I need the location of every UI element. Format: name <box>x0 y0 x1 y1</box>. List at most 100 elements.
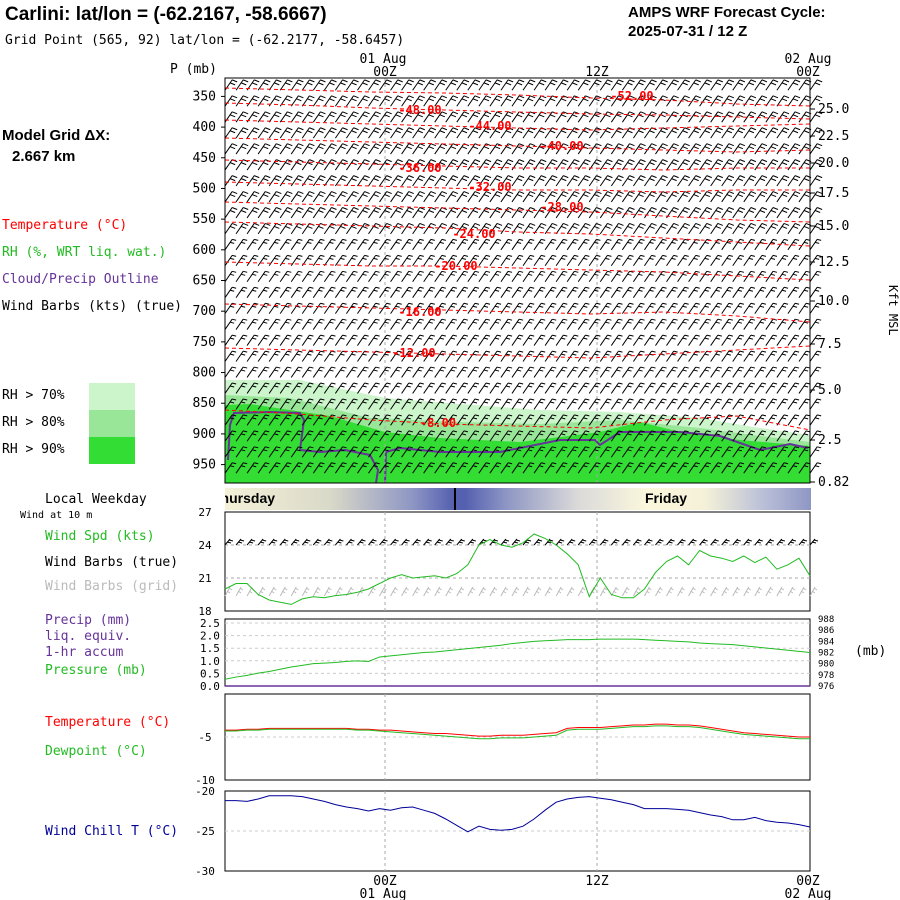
wind-barb <box>323 79 337 91</box>
wind-barb <box>290 159 304 171</box>
wind-barb <box>710 302 722 314</box>
wind-barb <box>743 414 756 426</box>
wind-barb <box>743 270 756 283</box>
wind-barb <box>765 350 778 362</box>
wind-barb <box>522 334 535 346</box>
wind-barb <box>423 350 435 362</box>
wind-barb <box>699 398 711 410</box>
wind-barb <box>323 366 336 378</box>
wind-barb <box>290 446 303 458</box>
wind-barb <box>268 350 281 362</box>
wind-barb <box>467 398 480 410</box>
wind-barb <box>346 254 358 267</box>
wind-barb <box>544 430 557 442</box>
wind-barb <box>357 222 370 235</box>
wind-barb <box>599 286 612 298</box>
wind-barb <box>765 111 779 123</box>
wind-barb <box>257 222 271 235</box>
wind-barb <box>334 127 348 139</box>
wind-barb <box>544 159 558 171</box>
wind-barb <box>743 127 757 139</box>
wind-barb <box>754 127 768 139</box>
wind-barb <box>710 159 723 171</box>
wind-barb <box>445 143 459 155</box>
wind-barb <box>279 382 292 394</box>
wind-barb <box>500 159 514 171</box>
wind-barb <box>423 446 435 458</box>
wind-barb <box>500 238 513 251</box>
wind-barb <box>721 414 733 426</box>
wind-barb <box>312 238 325 251</box>
wind-barb <box>577 334 590 346</box>
pressure-tick-label: 450 <box>193 151 216 166</box>
wind-barb <box>677 446 689 458</box>
wind-barb <box>732 366 745 378</box>
pressure-tick-label: 350 <box>193 89 216 104</box>
wind-barb <box>655 238 667 251</box>
wind-barb <box>644 318 656 330</box>
wind-barb <box>478 414 491 426</box>
wind-barb <box>323 538 333 546</box>
precip-tick-label: 0.0 <box>200 680 220 693</box>
wind-barb <box>666 430 678 442</box>
wind-barb <box>423 175 437 187</box>
wind-barb <box>754 254 767 267</box>
wind-barb <box>301 318 314 330</box>
wind-barb <box>721 318 733 330</box>
wind-barb <box>489 222 503 235</box>
wind-barb <box>809 159 823 171</box>
wind-barb <box>246 127 260 139</box>
wind-barb <box>401 414 413 426</box>
wind-barb <box>765 430 778 442</box>
wind-barb <box>467 159 481 171</box>
wind-barb <box>390 95 403 107</box>
wind-barb <box>754 238 767 251</box>
wind-barb <box>368 366 380 378</box>
wind-barb <box>721 286 733 298</box>
wind-barb <box>699 207 712 219</box>
wind-barb <box>257 318 270 330</box>
wind-barb <box>599 462 612 474</box>
wind-barb <box>478 446 491 458</box>
wind-barb <box>224 79 238 91</box>
wind-barb <box>500 270 513 283</box>
wind-barb <box>666 159 679 171</box>
wind-barb <box>268 382 281 394</box>
wind-barb <box>334 538 344 546</box>
wind-barb <box>423 318 435 330</box>
wind-barb <box>787 350 800 362</box>
wind-barb <box>644 446 656 458</box>
wind-barb <box>555 175 569 187</box>
wind-barb <box>434 302 446 314</box>
wind-barb <box>655 143 668 155</box>
wind-barb <box>710 79 723 91</box>
wind-barb <box>235 538 245 546</box>
wind-barb <box>544 270 557 283</box>
wind-barb <box>279 143 293 155</box>
wind-barb <box>334 143 348 155</box>
wind-barb <box>577 175 591 187</box>
wind-barb <box>224 270 237 283</box>
wind-barb <box>478 175 492 187</box>
wind-barb <box>511 238 524 251</box>
wind-barb <box>655 318 667 330</box>
wind-barb <box>224 350 237 362</box>
wind-barb <box>522 191 536 203</box>
wind-barb <box>224 286 237 298</box>
wind-barb <box>809 111 823 123</box>
wind-barb <box>301 302 314 314</box>
wind-barb <box>346 127 359 139</box>
precip-panel-frame <box>224 618 811 687</box>
windchill-legend: Wind Chill T (°C) <box>45 824 179 839</box>
wind-barb <box>655 302 667 314</box>
wind-barb <box>500 127 514 139</box>
wind-barb <box>323 462 336 474</box>
wind-barb <box>632 350 645 362</box>
height-tick-label: 5.0 <box>818 383 841 398</box>
wind-barb <box>721 127 735 139</box>
temp-tick-label: -10 <box>195 774 215 787</box>
wind-barb <box>489 366 502 378</box>
wind-barb <box>279 175 293 187</box>
wind-tick-label: 24 <box>198 539 212 552</box>
wind-barb <box>644 286 656 298</box>
